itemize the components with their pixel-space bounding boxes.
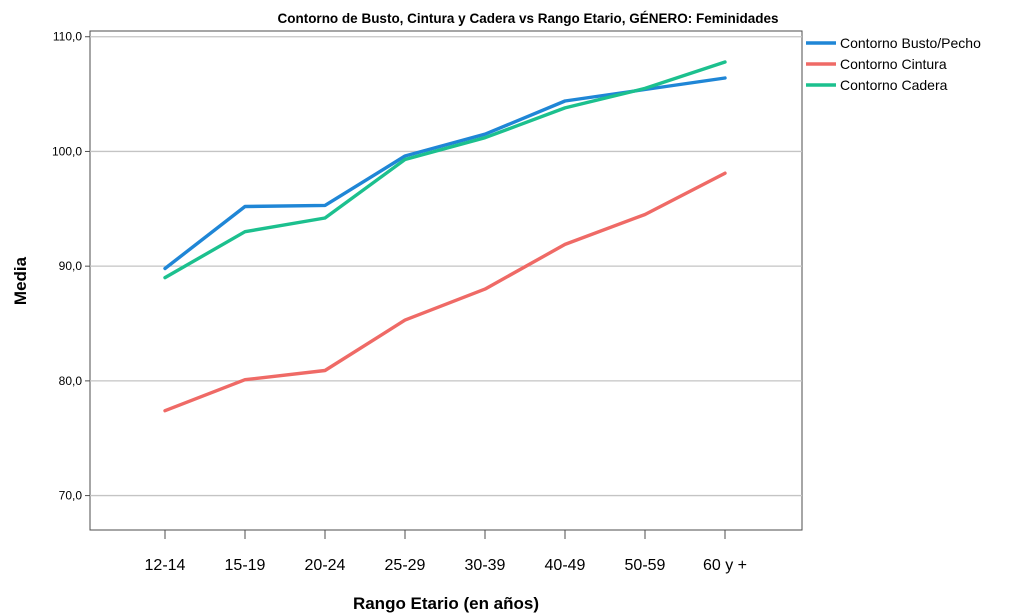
x-tick-label: 12-14 [145,557,186,574]
x-tick-label: 30-39 [465,557,506,574]
x-tick-label: 20-24 [305,557,346,574]
legend: Contorno Busto/Pecho Contorno Cintura Cont… [806,35,981,93]
legend-label: Contorno Cadera [840,77,948,93]
x-axis-title: Rango Etario (en años) [353,594,539,613]
legend-label: Contorno Cintura [840,56,947,72]
y-tick-label: 100,0 [52,144,82,158]
legend-label: Contorno Busto/Pecho [840,35,981,51]
chart-title: Contorno de Busto, Cintura y Cadera vs R… [277,11,778,26]
y-tick-label: 80,0 [59,374,83,388]
x-axis-ticks: 12-14 15-19 20-24 25-29 30-39 40-49 50-59 60 y … [145,530,747,574]
y-tick-label: 110,0 [53,30,82,44]
y-axis-ticks: 70,0 80,0 90,0 100,0 110,0 [52,30,90,503]
x-tick-label: 60 y + [703,557,747,574]
series-line-0 [163,76,727,271]
series-line-2 [163,60,727,280]
y-tick-label: 70,0 [59,489,83,503]
x-tick-label: 40-49 [545,557,586,574]
series-line-1 [163,171,727,413]
series-lines [163,60,727,413]
plot-area-frame [89,30,803,531]
x-tick-label: 50-59 [625,557,666,574]
gridlines [90,36,802,497]
y-axis-title: Media [11,256,30,305]
y-tick-label: 90,0 [59,259,83,273]
x-tick-label: 15-19 [225,557,266,574]
x-tick-label: 25-29 [385,557,426,574]
